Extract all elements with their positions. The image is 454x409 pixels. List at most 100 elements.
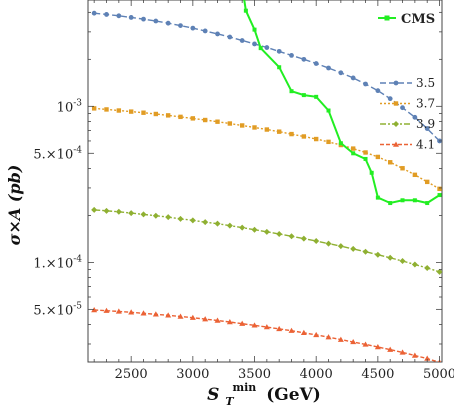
data-point bbox=[178, 114, 183, 120]
data-point bbox=[239, 38, 245, 43]
x-axis-title-unit: (GeV) bbox=[266, 385, 321, 405]
data-point bbox=[337, 243, 344, 250]
data-point bbox=[128, 309, 135, 315]
data-point bbox=[91, 106, 97, 111]
data-point bbox=[363, 150, 368, 155]
data-point bbox=[277, 65, 282, 70]
data-point bbox=[412, 114, 418, 120]
data-point bbox=[91, 206, 98, 213]
data-point bbox=[437, 186, 442, 192]
data-point bbox=[227, 121, 233, 126]
data-point bbox=[412, 172, 418, 178]
data-point bbox=[387, 346, 394, 352]
y-tick-mantissa: 5.×10 bbox=[33, 303, 73, 318]
data-point bbox=[152, 212, 159, 219]
y-tick-label: 5.×10-4 bbox=[33, 145, 82, 162]
data-point bbox=[104, 12, 109, 17]
data-point bbox=[350, 338, 357, 345]
x-axis-title-sub: T bbox=[225, 395, 234, 408]
data-point bbox=[202, 219, 209, 226]
legend: CMS 3.5 3.7 3.9 4.1 bbox=[378, 12, 435, 152]
series-line bbox=[94, 309, 440, 362]
data-point bbox=[190, 25, 196, 31]
data-point bbox=[412, 198, 417, 203]
data-point bbox=[388, 201, 393, 206]
data-point bbox=[215, 31, 220, 37]
data-point bbox=[351, 151, 356, 156]
data-point bbox=[425, 201, 430, 206]
legend-item-3-5: 3.5 bbox=[380, 76, 435, 90]
series-layer bbox=[91, 0, 442, 362]
y-axis: 10-35.×10-41.×10-45.×10-5 bbox=[33, 11, 442, 345]
data-point bbox=[252, 27, 257, 32]
legend-item-3-9: 3.9 bbox=[380, 117, 435, 131]
data-point bbox=[289, 131, 294, 137]
y-tick-mantissa: 1.×10 bbox=[33, 256, 73, 271]
data-point bbox=[276, 129, 282, 134]
data-point bbox=[165, 113, 171, 118]
data-point bbox=[301, 56, 307, 62]
legend-swatch-marker bbox=[384, 15, 390, 21]
series-3-9 bbox=[91, 206, 442, 275]
data-point bbox=[301, 93, 306, 98]
y-axis-title: σ×A (pb) bbox=[5, 165, 24, 246]
data-point bbox=[152, 311, 159, 317]
data-point bbox=[251, 322, 258, 328]
series-cms bbox=[243, 0, 442, 206]
y-tick-exponent: -4 bbox=[73, 254, 82, 264]
legend-swatch-marker bbox=[393, 121, 399, 127]
data-point bbox=[141, 110, 146, 115]
data-point bbox=[375, 88, 381, 94]
data-point bbox=[400, 166, 405, 171]
data-point bbox=[141, 16, 146, 22]
legend-label: 3.5 bbox=[416, 76, 435, 90]
y-axis-title-text: σ×A (pb) bbox=[5, 165, 24, 246]
y-tick-exponent: -3 bbox=[73, 98, 82, 108]
data-point bbox=[116, 108, 122, 113]
data-point bbox=[128, 210, 135, 217]
data-point bbox=[313, 136, 319, 142]
data-point bbox=[103, 307, 110, 313]
legend-label: 4.1 bbox=[416, 138, 435, 152]
data-point bbox=[314, 94, 319, 99]
y-tick-exponent: -5 bbox=[73, 301, 82, 311]
data-point bbox=[337, 336, 344, 342]
y-tick-label: 1.×10-4 bbox=[33, 254, 82, 271]
data-point bbox=[326, 108, 331, 113]
data-point bbox=[239, 123, 245, 128]
data-point bbox=[116, 13, 122, 19]
legend-item-4-1: 4.1 bbox=[380, 138, 435, 152]
data-point bbox=[326, 139, 331, 145]
data-point bbox=[264, 45, 270, 50]
data-point bbox=[276, 48, 282, 54]
x-tick-label: 4500 bbox=[361, 367, 394, 382]
data-point bbox=[399, 258, 406, 265]
data-point bbox=[104, 107, 109, 112]
data-point bbox=[400, 105, 405, 111]
legend-swatch-marker bbox=[393, 141, 399, 147]
data-point bbox=[288, 233, 295, 240]
data-point bbox=[91, 307, 98, 313]
data-point bbox=[202, 117, 208, 123]
data-point bbox=[400, 198, 405, 203]
data-point bbox=[288, 327, 295, 333]
data-point bbox=[374, 343, 381, 350]
data-point bbox=[251, 226, 258, 233]
y-tick-mantissa: 5.×10 bbox=[33, 147, 73, 162]
plot-area bbox=[87, 0, 443, 363]
plot-frame bbox=[87, 0, 443, 363]
data-point bbox=[103, 207, 110, 214]
data-point bbox=[178, 23, 183, 29]
data-point bbox=[115, 308, 122, 314]
data-point bbox=[424, 265, 431, 272]
data-point bbox=[177, 313, 184, 319]
data-point bbox=[202, 28, 208, 34]
x-axis: 2500 3000 3500 4000 4500 5000 bbox=[93, 0, 454, 382]
data-point bbox=[226, 318, 233, 325]
y-tick-mantissa: 10 bbox=[57, 100, 74, 115]
data-point bbox=[411, 352, 418, 358]
data-point bbox=[362, 341, 369, 347]
data-point bbox=[300, 235, 307, 242]
data-point bbox=[264, 127, 270, 132]
x-tick-label: 3500 bbox=[238, 367, 271, 382]
